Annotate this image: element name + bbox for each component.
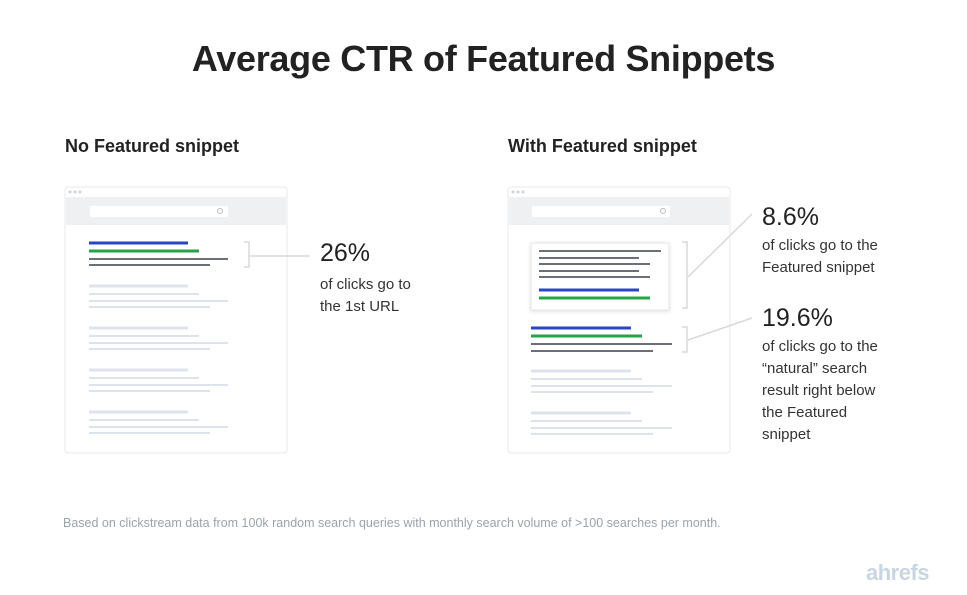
window-dot <box>516 190 520 194</box>
natural-result <box>531 326 672 352</box>
natural-result-description: of clicks go to the “natural” search res… <box>762 336 878 446</box>
left-heading: No Featured snippet <box>65 136 240 156</box>
desc-line: result right below <box>762 382 876 399</box>
result-placeholder <box>89 410 228 434</box>
browser-mockup-right <box>507 186 753 454</box>
bracket-natural <box>682 326 688 353</box>
bracket-snippet <box>682 241 688 309</box>
result-placeholder <box>89 368 228 392</box>
window-dot <box>68 190 72 194</box>
featured-snippet-ctr: 8.6% <box>762 203 819 231</box>
search-icon <box>217 208 223 214</box>
other-results <box>531 369 672 435</box>
first-url-ctr: 26% <box>320 239 371 267</box>
natural-result-ctr: 19.6% <box>762 304 833 332</box>
result-placeholder <box>89 284 228 308</box>
window-dot <box>521 190 525 194</box>
desc-line: the 1st URL <box>320 298 400 315</box>
footnote: Based on clickstream data from 100k rand… <box>63 516 721 530</box>
featured-snippet-description: of clicks go to the Featured snippet <box>762 235 878 279</box>
desc-line: the Featured <box>762 404 848 421</box>
window-dot <box>511 190 515 194</box>
desc-line: of clicks go to the <box>762 237 878 254</box>
ahrefs-logo: ahrefs <box>866 560 930 585</box>
desc-line: snippet <box>762 426 811 443</box>
connector-line-natural <box>687 317 753 341</box>
window-dot <box>73 190 77 194</box>
window-dot <box>78 190 82 194</box>
result-placeholder <box>89 326 228 350</box>
search-bar <box>532 206 670 217</box>
right-heading: With Featured snippet <box>508 136 697 156</box>
search-bar <box>90 206 228 217</box>
first-url-description: of clicks go to the 1st URL <box>320 274 411 318</box>
desc-line: Featured snippet <box>762 259 875 276</box>
result-placeholder <box>531 369 672 393</box>
bracket <box>244 241 250 268</box>
search-icon <box>660 208 666 214</box>
browser-frame <box>64 186 288 454</box>
featured-snippet-text <box>539 250 661 278</box>
desc-line: “natural” search <box>762 360 868 377</box>
result-placeholder <box>531 411 672 435</box>
other-results <box>89 284 228 434</box>
desc-line: of clicks go to the <box>762 338 878 355</box>
page-title: Average CTR of Featured Snippets <box>191 38 776 79</box>
browser-mockup-left <box>64 186 310 454</box>
first-result <box>89 241 228 266</box>
connector-line-snippet <box>687 213 753 278</box>
desc-line: of clicks go to <box>320 276 411 293</box>
